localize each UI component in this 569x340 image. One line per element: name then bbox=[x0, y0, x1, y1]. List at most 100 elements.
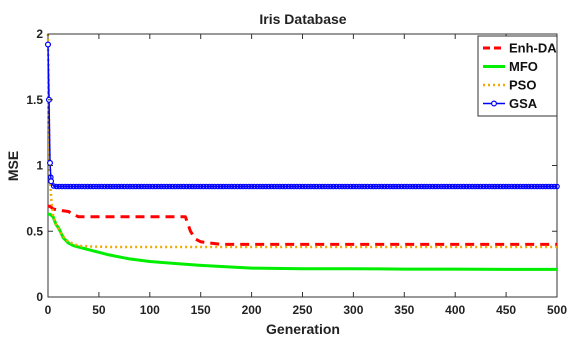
series-marker bbox=[282, 183, 289, 190]
series-marker bbox=[251, 183, 258, 190]
series-marker bbox=[84, 183, 91, 190]
series-marker bbox=[545, 183, 552, 190]
series-marker bbox=[186, 183, 193, 190]
series-marker bbox=[130, 183, 136, 190]
series-marker bbox=[378, 183, 385, 190]
series-gsa bbox=[44, 41, 560, 190]
series-marker bbox=[246, 183, 252, 190]
series-marker bbox=[511, 183, 518, 190]
series-marker bbox=[118, 183, 125, 190]
series-marker bbox=[486, 183, 492, 190]
series-enh-da bbox=[48, 204, 557, 246]
series-marker bbox=[325, 183, 331, 190]
series-marker bbox=[96, 183, 102, 190]
series-marker bbox=[147, 183, 153, 190]
series-marker bbox=[395, 183, 402, 190]
x-tick-label: 150 bbox=[191, 303, 211, 317]
series-marker bbox=[200, 183, 207, 190]
series-marker bbox=[56, 183, 63, 190]
series-marker bbox=[474, 183, 481, 190]
series-marker bbox=[424, 183, 430, 190]
series-marker bbox=[313, 183, 320, 190]
series-marker bbox=[240, 183, 246, 190]
series-marker bbox=[101, 183, 108, 190]
series-marker bbox=[214, 183, 221, 190]
series-marker bbox=[540, 183, 546, 190]
series-marker bbox=[353, 183, 360, 190]
x-tick-label: 200 bbox=[242, 303, 262, 317]
series-marker bbox=[506, 183, 512, 190]
series-marker bbox=[132, 183, 139, 190]
series-marker bbox=[288, 183, 295, 190]
series-marker bbox=[327, 183, 334, 190]
series-marker bbox=[248, 183, 255, 190]
y-tick-label: 1 bbox=[36, 159, 43, 173]
series-marker bbox=[82, 183, 88, 190]
series-marker bbox=[274, 183, 280, 190]
series-marker bbox=[279, 183, 286, 190]
series-marker bbox=[271, 183, 278, 190]
series-marker bbox=[426, 183, 433, 190]
series-marker bbox=[178, 183, 184, 190]
series-marker bbox=[455, 183, 461, 190]
series-marker bbox=[189, 183, 196, 190]
series-marker bbox=[373, 183, 379, 190]
series-marker bbox=[381, 183, 388, 190]
series-marker bbox=[452, 183, 459, 190]
series-marker bbox=[387, 183, 394, 190]
series-marker bbox=[50, 183, 57, 189]
series-marker bbox=[494, 183, 501, 190]
x-tick-label: 0 bbox=[45, 303, 52, 317]
series-marker bbox=[367, 183, 374, 190]
legend-label: PSO bbox=[509, 78, 536, 93]
series-marker bbox=[285, 183, 292, 190]
series-marker bbox=[299, 183, 306, 190]
series-marker bbox=[322, 183, 328, 190]
series-marker bbox=[520, 183, 526, 190]
x-tick-label: 450 bbox=[496, 303, 516, 317]
y-tick-label: 0.5 bbox=[26, 224, 43, 238]
series-marker bbox=[398, 183, 405, 190]
series-marker bbox=[302, 183, 309, 190]
series-marker bbox=[342, 183, 348, 190]
x-tick-label: 500 bbox=[547, 303, 567, 317]
series-marker bbox=[231, 183, 238, 190]
x-tick-label: 300 bbox=[343, 303, 363, 317]
series-marker bbox=[46, 159, 53, 166]
series-marker bbox=[376, 183, 382, 190]
series-marker bbox=[359, 183, 365, 190]
series-marker bbox=[432, 183, 439, 190]
series-marker bbox=[226, 183, 232, 190]
series-marker bbox=[537, 183, 543, 190]
series-marker bbox=[466, 183, 473, 190]
series-marker bbox=[523, 183, 529, 190]
series-marker bbox=[149, 183, 156, 190]
x-axis-title: Generation bbox=[266, 321, 340, 337]
series-marker bbox=[195, 183, 201, 190]
series-marker bbox=[209, 183, 215, 190]
series-marker bbox=[356, 183, 362, 190]
series-marker bbox=[336, 183, 343, 190]
series-marker bbox=[90, 183, 97, 190]
series-marker bbox=[319, 183, 326, 190]
series-marker bbox=[155, 183, 162, 190]
plot-area bbox=[47, 33, 558, 298]
series-marker bbox=[551, 183, 558, 190]
series-marker bbox=[443, 183, 450, 190]
series-marker bbox=[418, 183, 425, 190]
series-marker bbox=[262, 183, 269, 190]
series-marker bbox=[458, 183, 464, 190]
series-marker bbox=[229, 183, 235, 190]
series-marker bbox=[141, 183, 147, 190]
series-marker bbox=[446, 183, 453, 190]
series-marker bbox=[477, 183, 484, 190]
series-marker bbox=[344, 183, 351, 190]
series-marker bbox=[158, 183, 164, 190]
series-marker bbox=[135, 183, 142, 190]
series-marker bbox=[169, 183, 176, 190]
series-marker bbox=[260, 183, 266, 190]
legend-label: MFO bbox=[509, 59, 538, 74]
series-marker bbox=[525, 183, 532, 190]
series-marker bbox=[489, 183, 495, 190]
